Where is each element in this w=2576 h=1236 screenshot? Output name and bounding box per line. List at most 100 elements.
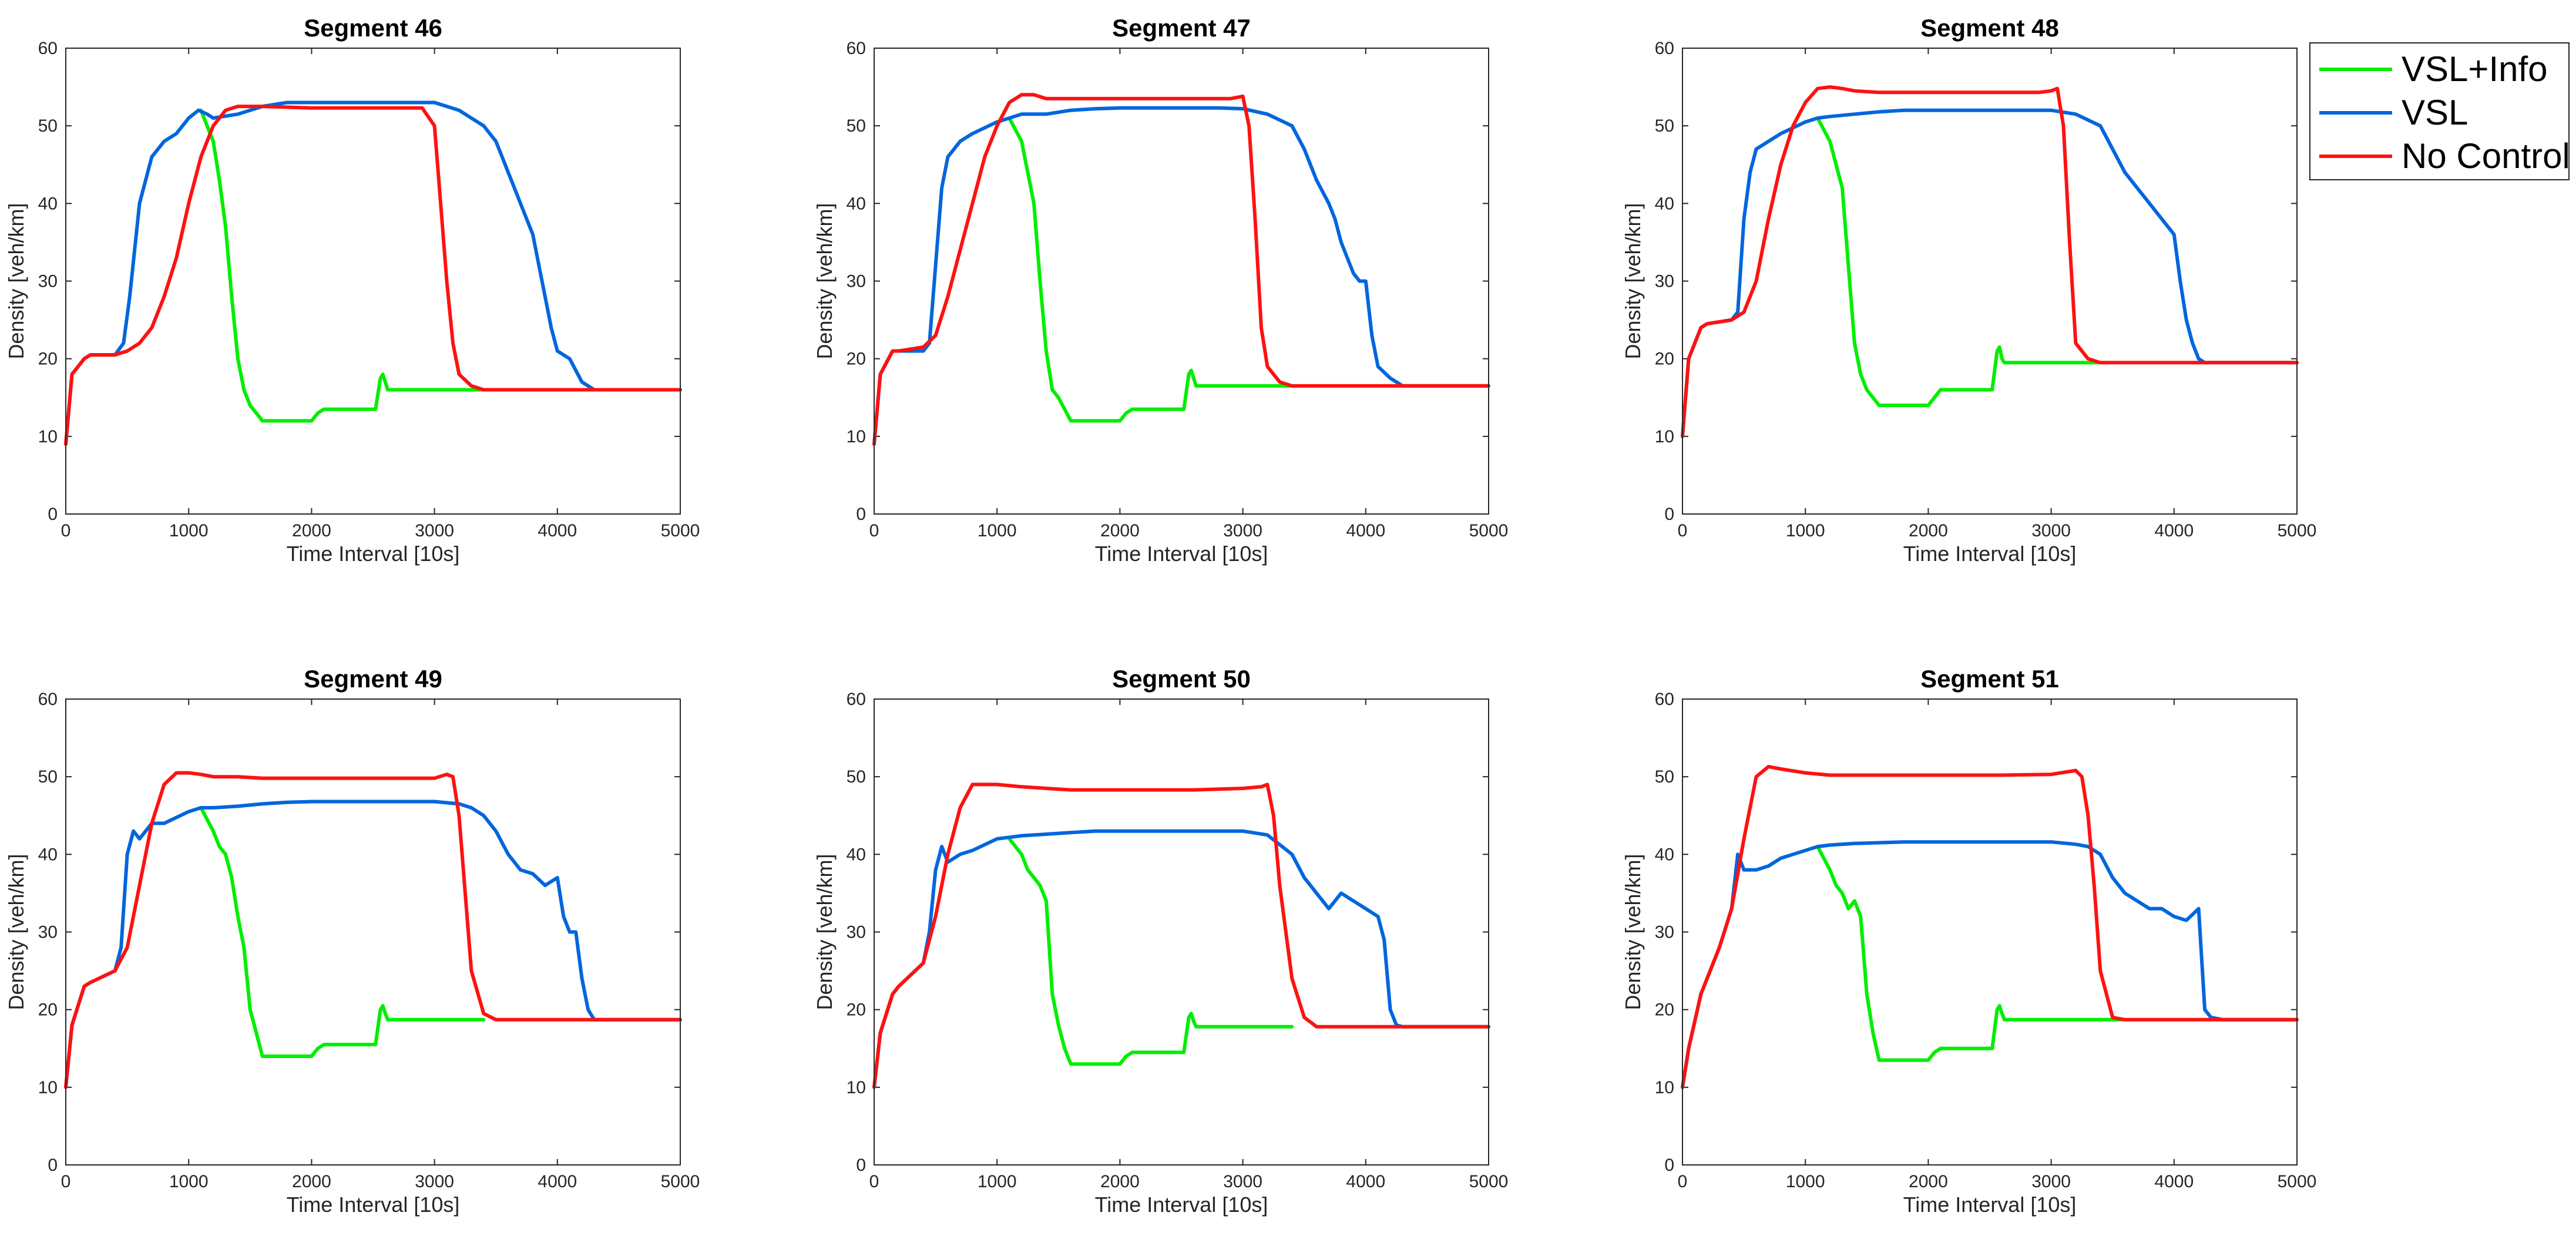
x-tick-label: 4000 bbox=[538, 1172, 577, 1191]
y-tick-label: 10 bbox=[38, 427, 58, 446]
y-tick-label: 40 bbox=[1655, 845, 1674, 864]
y-tick-label: 40 bbox=[847, 194, 866, 213]
y-tick-label: 20 bbox=[38, 1000, 58, 1020]
x-tick-label: 2000 bbox=[1909, 521, 1948, 540]
y-tick-label: 50 bbox=[847, 116, 866, 136]
series-line-vsl bbox=[872, 829, 1490, 1089]
x-tick-label: 1000 bbox=[1786, 1172, 1825, 1191]
y-tick-label: 30 bbox=[38, 272, 58, 291]
series-line-no-control bbox=[1681, 765, 2299, 1089]
x-tick-label: 5000 bbox=[661, 1172, 700, 1191]
x-tick-label: 1000 bbox=[169, 1172, 209, 1191]
subplot: Segment 46 0 1000 2000 3000 4000 5000 0 10 20 30 40… bbox=[4, 14, 700, 566]
series-line-no-control bbox=[64, 105, 682, 446]
plot-frame bbox=[65, 48, 681, 515]
plot-frame bbox=[874, 698, 1489, 1166]
series-line-vsl bbox=[64, 100, 682, 446]
y-tick-label: 60 bbox=[38, 690, 58, 709]
y-tick-label: 30 bbox=[38, 923, 58, 942]
y-tick-label: 20 bbox=[1655, 1000, 1674, 1020]
subplot: Segment 51 0 1000 2000 3000 4000 5000 0 10 20 30 40… bbox=[1621, 665, 2316, 1217]
x-tick-label: 5000 bbox=[2278, 1172, 2317, 1191]
series-line-vsl-info bbox=[199, 108, 486, 423]
x-tick-label: 5000 bbox=[1469, 1172, 1509, 1191]
series-line-vsl bbox=[872, 106, 1490, 446]
y-tick-label: 0 bbox=[48, 505, 58, 524]
chart-title: Segment 51 bbox=[1920, 665, 2059, 693]
plot-frame bbox=[874, 48, 1489, 515]
x-tick-label: 4000 bbox=[1346, 1172, 1385, 1191]
x-tick-label: 4000 bbox=[2154, 1172, 2194, 1191]
x-tick-label: 0 bbox=[869, 521, 879, 540]
x-tick-label: 3000 bbox=[2031, 521, 2071, 540]
series-line-vsl-info bbox=[1007, 837, 1294, 1066]
x-axis-label: Time Interval [10s] bbox=[1095, 542, 1268, 566]
y-tick-label: 50 bbox=[1655, 767, 1674, 787]
y-tick-label: 0 bbox=[1664, 1156, 1674, 1175]
series-line-vsl bbox=[1681, 840, 2299, 1089]
y-tick-label: 10 bbox=[847, 1078, 866, 1097]
series-line-vsl-info bbox=[1816, 845, 2127, 1062]
plot-frame bbox=[1682, 48, 2298, 515]
y-axis-label: Density [veh/km] bbox=[1621, 203, 1645, 359]
chart-title: Segment 50 bbox=[1112, 665, 1251, 693]
x-tick-label: 3000 bbox=[2031, 1172, 2071, 1191]
chart-title: Segment 49 bbox=[304, 665, 442, 693]
y-tick-label: 20 bbox=[847, 1000, 866, 1020]
y-axis-label: Density [veh/km] bbox=[812, 203, 837, 359]
y-tick-label: 0 bbox=[856, 1156, 866, 1175]
x-tick-label: 0 bbox=[869, 1172, 879, 1191]
x-tick-label: 4000 bbox=[538, 521, 577, 540]
y-tick-label: 50 bbox=[847, 767, 866, 787]
legend: VSL+Info VSL No Control bbox=[2309, 42, 2570, 180]
y-axis-label: Density [veh/km] bbox=[4, 203, 28, 359]
y-tick-label: 10 bbox=[1655, 427, 1674, 446]
x-tick-label: 0 bbox=[61, 1172, 71, 1191]
y-tick-label: 30 bbox=[847, 272, 866, 291]
legend-label-no-control: No Control bbox=[2402, 136, 2570, 176]
series-line-no-control bbox=[872, 782, 1490, 1089]
y-tick-label: 40 bbox=[1655, 194, 1674, 213]
x-tick-label: 0 bbox=[1678, 521, 1688, 540]
chart-title: Segment 46 bbox=[304, 14, 442, 42]
y-tick-label: 60 bbox=[1655, 39, 1674, 58]
x-tick-label: 3000 bbox=[1223, 1172, 1262, 1191]
subplot: Segment 50 0 1000 2000 3000 4000 5000 0 10 20 30 40… bbox=[812, 665, 1508, 1217]
y-tick-label: 40 bbox=[847, 845, 866, 864]
y-tick-label: 20 bbox=[1655, 350, 1674, 369]
x-tick-label: 2000 bbox=[1100, 1172, 1140, 1191]
series-line-vsl-info bbox=[199, 806, 486, 1058]
legend-label-vsl: VSL bbox=[2402, 93, 2468, 132]
y-axis-label: Density [veh/km] bbox=[812, 854, 837, 1010]
subplot: Segment 47 0 1000 2000 3000 4000 5000 0 10 20 30 40… bbox=[812, 14, 1508, 566]
series-line-vsl-info bbox=[1007, 116, 1294, 423]
x-tick-label: 0 bbox=[1678, 1172, 1688, 1191]
x-tick-label: 3000 bbox=[415, 1172, 454, 1191]
x-tick-label: 3000 bbox=[1223, 521, 1262, 540]
y-tick-label: 20 bbox=[38, 350, 58, 369]
x-tick-label: 1000 bbox=[978, 1172, 1017, 1191]
y-tick-label: 60 bbox=[847, 39, 866, 58]
subplot-grid: Segment 460 1000 2000 3000 4000 5000010203040… bbox=[4, 14, 2316, 1217]
x-tick-label: 5000 bbox=[661, 521, 700, 540]
y-axis-label: Density [veh/km] bbox=[4, 854, 28, 1010]
x-tick-label: 2000 bbox=[292, 1172, 331, 1191]
subplot: Segment 49 0 1000 2000 3000 4000 5000 0 10 20 30 40… bbox=[4, 665, 700, 1217]
x-tick-label: 2000 bbox=[1100, 521, 1140, 540]
subplot: Segment 48 0 1000 2000 3000 4000 5000 0 10 20 30 40… bbox=[1621, 14, 2316, 566]
y-tick-label: 50 bbox=[38, 767, 58, 787]
x-axis-label: Time Interval [10s] bbox=[287, 1193, 460, 1217]
x-tick-label: 2000 bbox=[292, 521, 331, 540]
series-line-vsl bbox=[64, 800, 682, 1089]
series-line-vsl-info bbox=[1816, 116, 2103, 407]
y-axis-label: Density [veh/km] bbox=[1621, 854, 1645, 1010]
x-tick-label: 2000 bbox=[1909, 1172, 1948, 1191]
y-tick-label: 40 bbox=[38, 845, 58, 864]
y-tick-label: 50 bbox=[38, 116, 58, 136]
y-tick-label: 20 bbox=[847, 350, 866, 369]
x-tick-label: 4000 bbox=[2154, 521, 2194, 540]
x-tick-label: 5000 bbox=[1469, 521, 1509, 540]
y-tick-label: 0 bbox=[1664, 505, 1674, 524]
y-tick-label: 0 bbox=[48, 1156, 58, 1175]
